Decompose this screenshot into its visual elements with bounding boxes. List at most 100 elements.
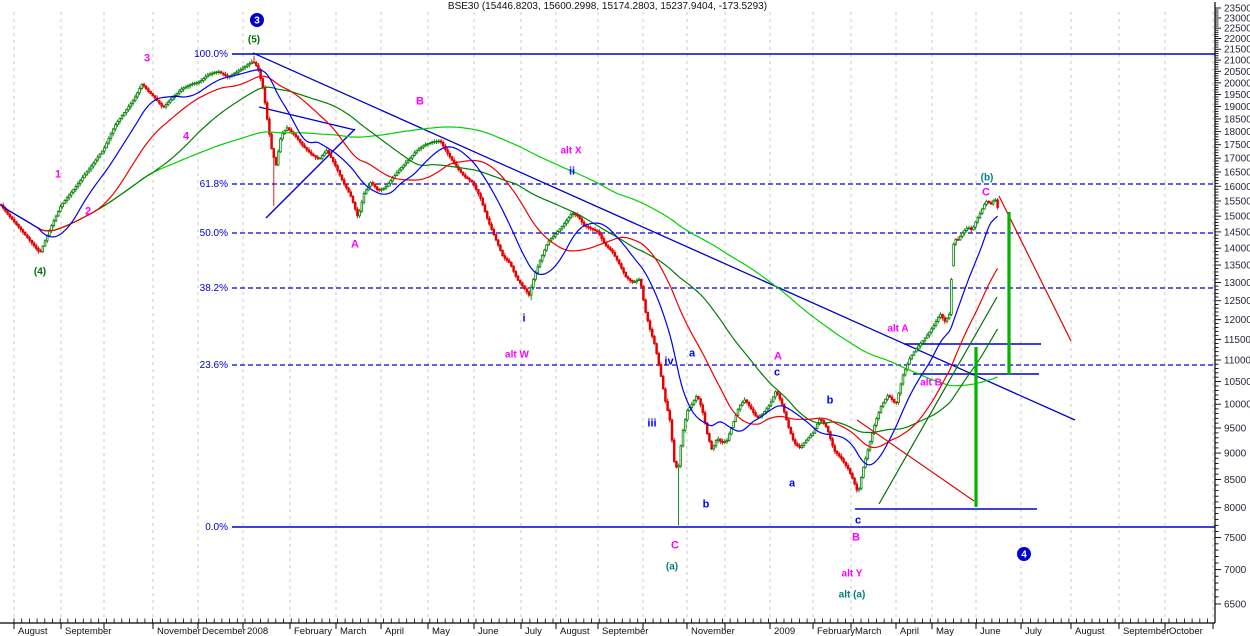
- month-label: June: [478, 626, 499, 636]
- price-label: 13000: [1224, 278, 1250, 289]
- month-label: November: [157, 626, 201, 636]
- month-label: April: [900, 626, 919, 636]
- wave-label: (b): [981, 173, 994, 184]
- wave-label: c: [774, 367, 780, 379]
- wave-label: b: [827, 395, 834, 407]
- price-label: 23000: [1224, 13, 1250, 24]
- wave-label: alt W: [505, 350, 529, 361]
- price-label: 14500: [1224, 227, 1250, 238]
- fibonacci-levels: 100.0% 61.8% 50.0% 38.2% 23.6% 0.0%: [194, 49, 1215, 533]
- month-label: September: [65, 626, 111, 636]
- fib-label: 23.6%: [200, 360, 228, 371]
- price-label: 14000: [1224, 244, 1250, 255]
- price-label: 21000: [1224, 56, 1250, 67]
- price-label: 20500: [1224, 67, 1250, 78]
- month-label: August: [18, 626, 48, 636]
- price-label: 9000: [1224, 449, 1247, 460]
- price-label: 16500: [1224, 167, 1250, 178]
- price-label: 20000: [1224, 78, 1250, 89]
- month-label: April: [385, 626, 404, 636]
- wave-label: a: [689, 348, 696, 360]
- wave-label: C: [671, 540, 679, 552]
- month-label: July: [1025, 626, 1042, 636]
- wave-label: 3: [144, 53, 150, 65]
- wave-label: alt B: [920, 378, 942, 389]
- month-label: May: [936, 626, 954, 636]
- projections: [856, 195, 1072, 507]
- price-label: 15000: [1224, 212, 1250, 223]
- price-label: 16000: [1224, 182, 1250, 193]
- month-label: February: [294, 626, 332, 636]
- price-label: 6500: [1224, 599, 1247, 610]
- trendlines: [252, 52, 1076, 421]
- month-label: May: [432, 626, 450, 636]
- price-label: 9500: [1224, 423, 1247, 434]
- month-label: March: [340, 626, 366, 636]
- wave-label: ii: [569, 166, 575, 178]
- y-axis: 6500 7000 7500 8000 8500 9000 9500 10000 10500 11…: [1214, 2, 1250, 623]
- price-label: 13500: [1224, 261, 1250, 272]
- ma-slowest: [0, 126, 998, 387]
- wave-label: 4: [183, 131, 190, 143]
- fib-label: 100.0%: [194, 49, 228, 60]
- month-label: October: [1169, 626, 1203, 636]
- wave-degree-number: 3: [254, 16, 260, 27]
- fib-label: 0.0%: [205, 522, 228, 533]
- price-label: 12500: [1224, 296, 1250, 307]
- price-label: 18000: [1224, 127, 1250, 138]
- price-label: 7000: [1224, 565, 1247, 576]
- month-label: August: [560, 626, 590, 636]
- price-label: 22500: [1224, 24, 1250, 35]
- ma-fast: [0, 69, 998, 466]
- red-forecast-line: [998, 195, 1072, 342]
- month-label: 2008: [247, 626, 268, 636]
- candlesticks: [0, 55, 999, 526]
- wave-label: alt X: [560, 146, 581, 157]
- wave-label: alt Y: [842, 569, 863, 580]
- chart-title: BSE30 (15446.8203, 15600.2998, 15174.280…: [447, 1, 768, 12]
- red-trendline: [856, 419, 975, 502]
- price-label: 17500: [1224, 140, 1250, 151]
- month-label: August: [1075, 626, 1105, 636]
- moving-averages: [0, 69, 999, 466]
- wave-label: b: [703, 499, 710, 511]
- price-label: 17000: [1224, 154, 1250, 165]
- fib-label: 50.0%: [200, 228, 228, 239]
- wave-label: iv: [664, 356, 674, 368]
- month-label: September: [1123, 626, 1169, 636]
- month-label: February: [817, 626, 855, 636]
- wave-label: alt (a): [839, 590, 866, 601]
- price-label: 19500: [1224, 90, 1250, 101]
- ma-medium: [0, 75, 999, 449]
- month-label: November: [691, 626, 735, 636]
- support-lines: [855, 343, 1041, 510]
- wave-label: 1: [55, 169, 61, 181]
- price-label: 19000: [1224, 102, 1250, 113]
- wave-label: (5): [248, 35, 260, 46]
- month-label: June: [980, 626, 1001, 636]
- ma-slow: [0, 86, 999, 434]
- month-label: July: [525, 626, 542, 636]
- wave-label: iii: [647, 418, 656, 430]
- wave-label: (a): [666, 562, 678, 573]
- x-axis: August September November December 2008 Febru…: [0, 618, 1215, 636]
- wave-label: C: [982, 187, 990, 199]
- month-label: 2009: [774, 626, 795, 636]
- wave-degree-number: 4: [1021, 550, 1027, 561]
- wave-degree-badge: [250, 13, 264, 27]
- wave-label: A: [774, 351, 782, 363]
- wave-degree-badge: [1017, 547, 1031, 561]
- wave-label: alt A: [887, 324, 908, 335]
- wave-label: A: [351, 239, 359, 251]
- wave-label: a: [789, 478, 796, 490]
- price-label: 11000: [1224, 355, 1250, 366]
- wave-label: c: [855, 515, 861, 527]
- wave-label: B: [852, 532, 860, 544]
- price-label: 18500: [1224, 114, 1250, 125]
- fib-label: 61.8%: [200, 179, 228, 190]
- price-label: 12000: [1224, 315, 1250, 326]
- price-label: 10000: [1224, 400, 1250, 411]
